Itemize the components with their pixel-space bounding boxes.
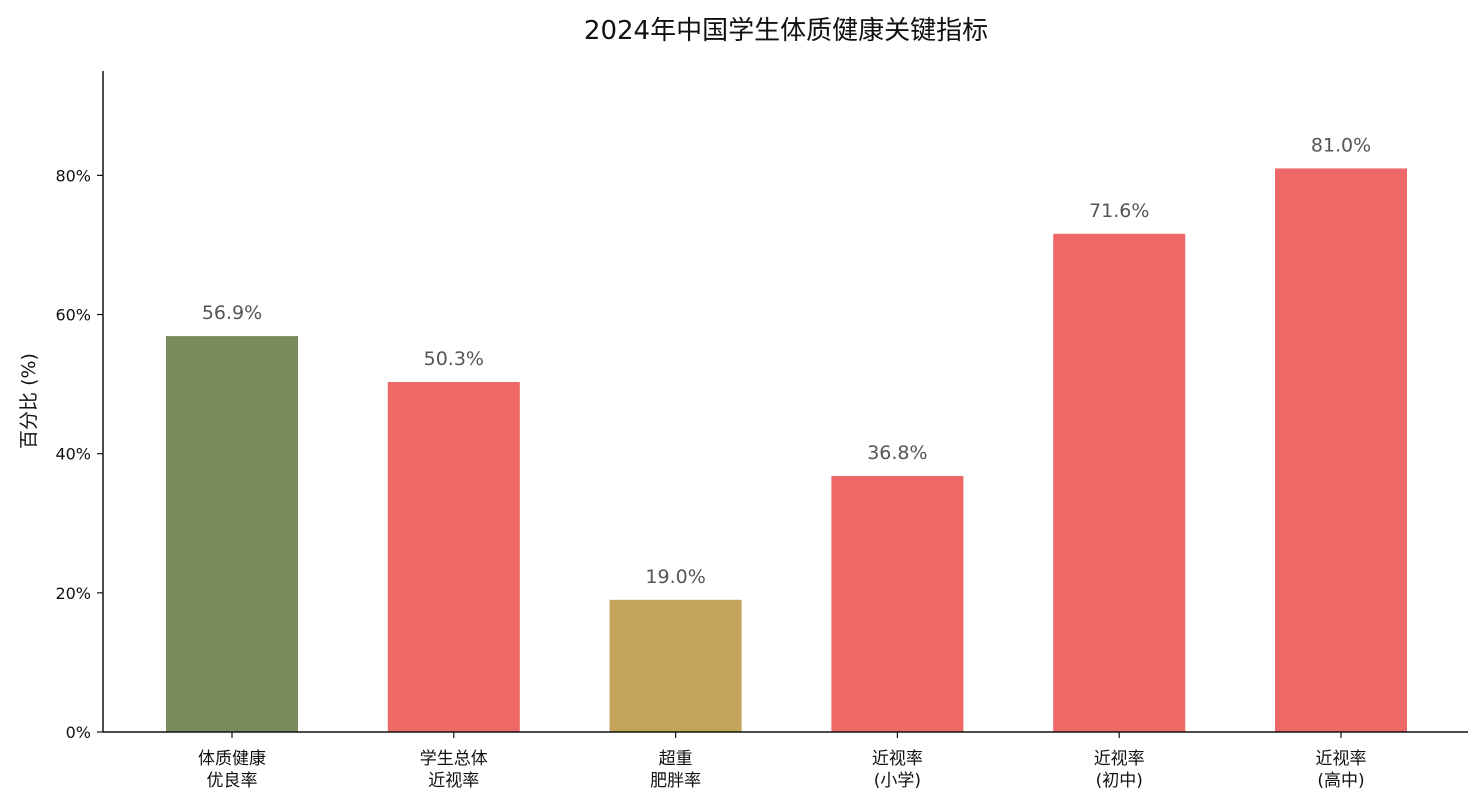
- bar-value-label: 71.6%: [1089, 200, 1149, 222]
- bar: [1275, 168, 1407, 732]
- bar: [609, 599, 742, 732]
- chart-title: 2024年中国学生体质健康关键指标: [584, 16, 988, 46]
- x-tick-label: 优良率: [207, 771, 258, 791]
- y-axis-ticks: 0% 20% 40% 60% 80%: [55, 166, 103, 742]
- bars-group: 56.9% 50.3% 19.0% 36.8% 71.6% 81.0%: [166, 134, 1407, 732]
- y-tick-label: 0%: [66, 723, 91, 742]
- bar-value-label: 50.3%: [424, 348, 484, 370]
- y-tick-label: 20%: [55, 584, 91, 603]
- bar-value-label: 36.8%: [867, 442, 927, 464]
- x-tick-label: (高中): [1317, 771, 1364, 791]
- y-tick-label: 40%: [55, 445, 91, 464]
- bar-value-label: 81.0%: [1311, 134, 1371, 156]
- x-tick-label: 近视率: [872, 749, 923, 769]
- bar: [831, 475, 964, 732]
- x-tick-label: (初中): [1096, 771, 1143, 791]
- bar-value-label: 56.9%: [202, 302, 262, 324]
- x-tick-label: 体质健康: [198, 749, 266, 769]
- bar-value-label: 19.0%: [645, 566, 705, 588]
- bar: [387, 382, 520, 732]
- x-tick-label: 近视率: [428, 771, 479, 791]
- y-tick-label: 80%: [55, 166, 91, 185]
- x-tick-label: (小学): [874, 771, 921, 791]
- y-axis-label: 百分比 (%): [18, 353, 40, 449]
- x-tick-label: 学生总体: [420, 749, 488, 769]
- bar: [166, 336, 298, 732]
- x-tick-label: 近视率: [1094, 749, 1145, 769]
- x-tick-label: 近视率: [1316, 749, 1367, 769]
- x-tick-label: 肥胖率: [650, 771, 701, 791]
- y-tick-label: 60%: [55, 306, 91, 325]
- bar: [1053, 233, 1186, 732]
- x-tick-label: 超重: [659, 749, 693, 769]
